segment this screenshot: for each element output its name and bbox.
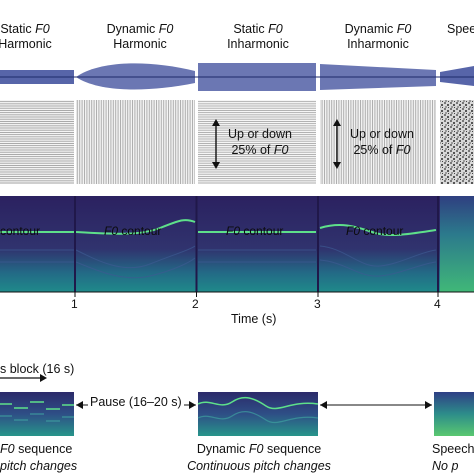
label-f0: F0	[396, 22, 412, 36]
annotation-f0: F0	[395, 143, 411, 157]
waveform-row	[0, 63, 474, 91]
annotation-f0: F0	[273, 143, 289, 157]
harmonics-dynamic-harmonic	[76, 100, 195, 184]
time-tick-1: 1	[71, 297, 78, 311]
pause-label: Pause (16–20 s)	[88, 395, 184, 409]
waveform-segment-dynamic-harmonic	[76, 63, 195, 90]
harmonic-row	[0, 100, 474, 184]
time-axis-label: Time (s)	[231, 312, 277, 326]
label-f0: F0	[268, 22, 283, 36]
spectrogram-background	[0, 196, 440, 292]
jitter-annotation-dynamic: Up or down 25% of F0	[350, 126, 414, 158]
condition-label-dynamic-inharmonic: Dynamic F0 Inharmonic	[328, 22, 428, 52]
sequence-label-dynamic: Dynamic F0 sequence Continuous pitch cha…	[184, 441, 334, 475]
spectrogram-speech	[440, 196, 474, 292]
condition-label-static-harmonic: Static F0 Harmonic	[0, 22, 60, 52]
time-tick-4: 4	[434, 297, 441, 311]
spectrogram-row	[0, 196, 474, 292]
block-timeline	[0, 374, 474, 436]
jitter-arrow-static	[212, 119, 220, 169]
sequence-subtitle: No p	[432, 459, 459, 473]
time-tick-2: 2	[192, 297, 199, 311]
contour-dynamic-harmonic	[75, 219, 196, 235]
sequence-label-static: F0 sequence pitch changes	[0, 442, 78, 473]
annotation-line1: Up or down	[228, 127, 292, 141]
mini-spectrogram-speech	[434, 392, 474, 436]
annotation-line2: 25% of	[353, 143, 396, 157]
contour-label-dynamic-harmonic: F0 contour	[104, 224, 162, 238]
label-line2: Inharmonic	[227, 37, 289, 51]
label-line1: Speec	[447, 22, 474, 36]
sequence-subtitle: Continuous pitch changes	[187, 459, 331, 473]
waveform-segment-speech	[440, 66, 474, 86]
sequence-subtitle: pitch changes	[0, 459, 78, 473]
label-line2: Harmonic	[0, 37, 52, 51]
mini-spectrogram-dynamic	[198, 392, 318, 436]
contour-label-dynamic-inharmonic: F0 contour	[346, 224, 404, 238]
label-line1: Dynamic	[106, 22, 159, 36]
label-f0: F0	[158, 22, 174, 36]
harmonics-static-inharmonic	[198, 100, 316, 184]
label-line1: Static	[0, 22, 36, 36]
label-line2: Harmonic	[113, 37, 167, 51]
contour-dynamic-inharmonic	[319, 224, 437, 237]
label-line1: Static	[233, 22, 269, 36]
annotation-line2: 25% of	[231, 143, 274, 157]
condition-label-dynamic-harmonic: Dynamic F0 Harmonic	[90, 22, 190, 52]
condition-label-static-inharmonic: Static F0 Inharmonic	[208, 22, 308, 52]
harmonics-static-harmonic	[0, 100, 74, 184]
sequence-label-speech: Speech No p	[432, 442, 474, 473]
harmonics-speech	[440, 100, 474, 184]
label-line1: Dynamic	[344, 22, 397, 36]
jitter-arrow-dynamic	[333, 119, 341, 169]
harmonics-dynamic-inharmonic	[320, 100, 436, 184]
label-f0: F0	[35, 22, 50, 36]
condition-label-speech: Speec	[447, 22, 474, 37]
f0-contours	[0, 219, 437, 237]
label-line2: Inharmonic	[347, 37, 409, 51]
time-tick-3: 3	[314, 297, 321, 311]
contour-label-static-harmonic: contour	[0, 224, 41, 238]
time-axis	[0, 291, 474, 297]
block-label: s block (16 s)	[0, 362, 75, 376]
contour-label-static-inharmonic: F0 contour	[226, 224, 284, 238]
jitter-annotation-static: Up or down 25% of F0	[228, 126, 292, 158]
annotation-line1: Up or down	[350, 127, 414, 141]
